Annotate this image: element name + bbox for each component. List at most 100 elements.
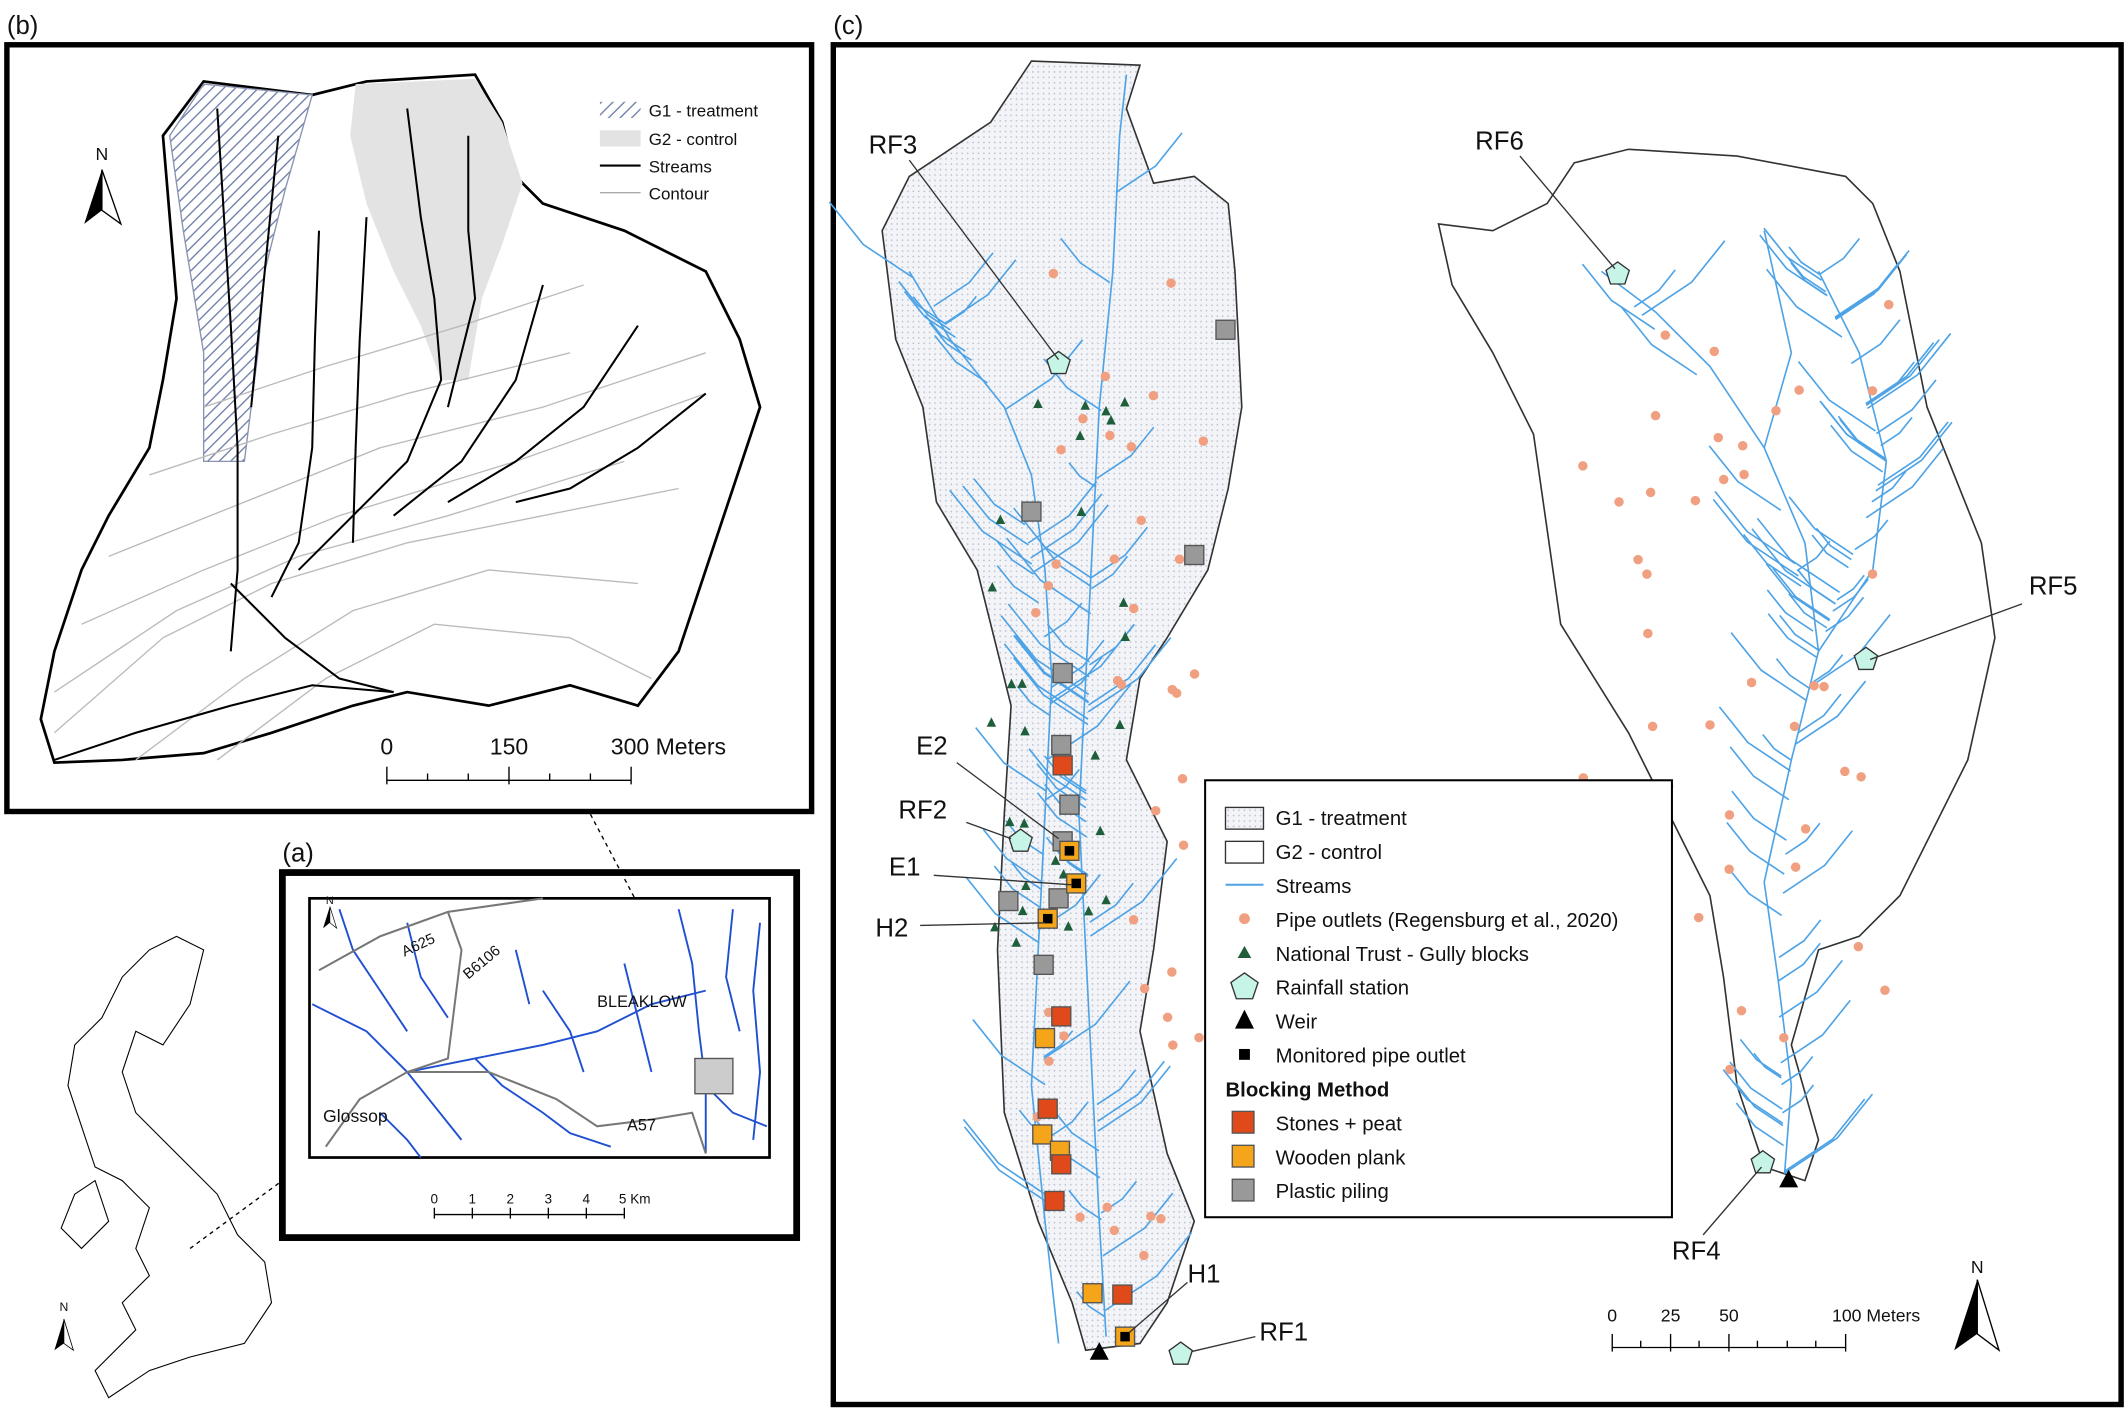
stream: [1871, 470, 1907, 503]
monitored-outlet: [1120, 1331, 1130, 1342]
north-arrow: [63, 1318, 75, 1352]
north-label: N: [326, 895, 334, 907]
site-label: E1: [889, 853, 921, 881]
stream: [962, 485, 1029, 546]
stream: [1097, 1060, 1165, 1122]
gully-block: [1115, 719, 1125, 730]
rainfall-station: [1750, 1149, 1776, 1174]
monitored-outlet: [1042, 913, 1053, 924]
gully-block: [1118, 597, 1129, 607]
stream: [1865, 342, 1935, 405]
pipe-outlet: [1102, 1202, 1112, 1213]
stream: [1102, 1192, 1174, 1257]
rainfall-station: [1853, 646, 1879, 671]
pipe-outlet: [1112, 675, 1123, 686]
gully-block: [1063, 921, 1074, 931]
stream: [1785, 822, 1821, 855]
stream: [928, 322, 973, 362]
stream: [1850, 319, 1901, 365]
stream: [1787, 257, 1827, 293]
stream: [1797, 361, 1876, 432]
stream: [1790, 262, 1828, 297]
gully-block: [1080, 400, 1090, 410]
stream: [1775, 658, 1810, 689]
block: [1034, 1027, 1056, 1049]
stream: [1811, 534, 1849, 569]
stream: [1050, 656, 1103, 705]
stream: [1633, 269, 1676, 308]
site-label: RF5: [2029, 572, 2078, 600]
pipe-outlet: [1650, 410, 1661, 421]
pipe-outlet: [1178, 840, 1189, 850]
pipe-outlet: [1705, 720, 1715, 730]
stream: [1735, 1082, 1784, 1127]
gully-block: [990, 921, 1000, 932]
stream: [1819, 237, 1861, 276]
stream: [1794, 680, 1867, 746]
block: [1048, 888, 1069, 909]
legend-box: [1204, 779, 1673, 1219]
stream: [828, 201, 915, 280]
legend-label: National Trust - Gully blocks: [1276, 944, 1529, 966]
pipe-outlet: [1109, 554, 1120, 564]
stream: [1032, 504, 1109, 573]
stream: [1068, 1189, 1102, 1221]
pipe-outlet: [1044, 1056, 1054, 1067]
legend-swatch: [1239, 1048, 1250, 1060]
pipe-outlet: [1139, 983, 1150, 994]
block: [1184, 544, 1205, 566]
north-arrow: [84, 169, 102, 224]
stream: [1825, 596, 1865, 633]
stream: [1722, 1069, 1784, 1124]
block: [998, 890, 1019, 912]
site-label: H1: [1187, 1260, 1220, 1288]
pipe-outlet: [1100, 371, 1111, 382]
scale-bar: [433, 1207, 626, 1219]
legend-label: Rainfall station: [1276, 978, 1409, 1000]
pipe-outlet: [1779, 1032, 1789, 1043]
stream: [1779, 614, 1819, 651]
legend-label: Streams: [649, 157, 712, 176]
gully-block: [1120, 397, 1130, 407]
legend-label: Plastic piling: [1276, 1181, 1389, 1203]
stream: [903, 290, 956, 338]
pipe-outlet: [1139, 1250, 1149, 1261]
pipe-outlet: [1718, 474, 1729, 485]
stream: [1007, 603, 1090, 678]
stream: [949, 489, 1033, 565]
pipe-outlet: [1746, 677, 1757, 688]
panel-frame: [4, 42, 815, 815]
pipe-outlet: [1578, 461, 1588, 471]
stream: [1730, 632, 1807, 701]
stream: [1797, 693, 1842, 734]
legend-swatch: [599, 101, 641, 119]
stream: [1641, 240, 1726, 316]
panel-label: (c): [833, 12, 863, 40]
block: [1052, 662, 1073, 684]
stream: [1076, 1291, 1106, 1318]
stream: [1875, 421, 1953, 492]
legend-label: G1 - treatment: [1276, 808, 1407, 830]
pipe-outlet: [1174, 554, 1185, 565]
legend-label: Streams: [1276, 876, 1352, 898]
legend-swatch: [1230, 972, 1259, 1000]
stream: [1756, 517, 1841, 594]
pipe-outlet: [1647, 721, 1658, 732]
block: [1215, 319, 1236, 340]
stream: [1011, 862, 1042, 890]
pipe-outlet: [1713, 432, 1724, 443]
north-label: N: [59, 1300, 68, 1314]
stream: [1714, 491, 1796, 565]
stream: [1865, 447, 1944, 519]
rainfall-station: [1168, 1341, 1194, 1365]
stream: [973, 478, 1026, 526]
scale-label: 1: [469, 1192, 477, 1207]
stream: [1729, 746, 1790, 801]
pipe-outlet: [1883, 299, 1894, 310]
stream: [933, 252, 994, 307]
texts: (b) N G1 - treatment G2 - control Stream…: [7, 12, 2078, 1347]
block: [1112, 1284, 1133, 1305]
rivers: [311, 908, 768, 1159]
roads: [318, 897, 707, 1154]
pipe-outlet: [1075, 1212, 1085, 1222]
